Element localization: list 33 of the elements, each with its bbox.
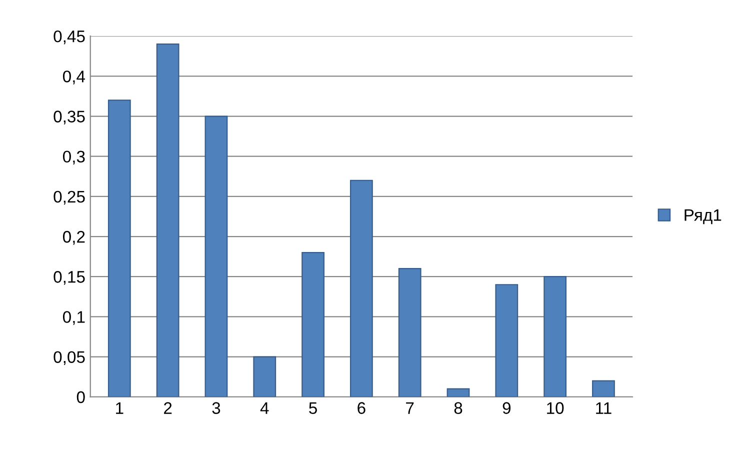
bar — [302, 252, 324, 397]
legend-label: Ряд1 — [684, 209, 722, 224]
x-tick-label: 11 — [596, 402, 612, 414]
y-tick-label: 0,15 — [54, 271, 85, 285]
x-tick-label: 5 — [309, 402, 317, 414]
y-tick-label: 0,1 — [62, 311, 85, 325]
x-tick-label: 10 — [547, 402, 564, 414]
bar — [156, 44, 180, 397]
bar — [108, 100, 131, 397]
y-tick-label: 0,05 — [54, 351, 85, 365]
bar — [350, 180, 373, 397]
bar — [592, 380, 615, 397]
x-tick-label: 7 — [406, 402, 414, 414]
x-tick-label: 9 — [502, 402, 511, 414]
x-tick-label: 6 — [358, 402, 366, 414]
y-tick-label: 0 — [76, 391, 85, 404]
y-tick-label: 0,45 — [54, 30, 85, 44]
y-tick-label: 0,35 — [54, 110, 85, 124]
bar — [544, 276, 567, 397]
bar — [398, 268, 422, 397]
x-tick-label: 3 — [212, 402, 220, 414]
x-tick-label: 8 — [454, 402, 462, 414]
y-tick-label: 0,25 — [54, 190, 85, 205]
y-tick-label: 0,3 — [62, 150, 85, 165]
x-tick-label: 2 — [164, 402, 172, 414]
bar — [446, 388, 470, 397]
x-tick-label: 4 — [260, 402, 269, 414]
bar — [204, 116, 228, 397]
y-tick-label: 0,4 — [62, 70, 86, 84]
bar — [253, 356, 276, 397]
bar — [495, 284, 518, 397]
y-tick-label: 0,2 — [62, 230, 85, 245]
x-tick-label: 1 — [116, 402, 124, 414]
